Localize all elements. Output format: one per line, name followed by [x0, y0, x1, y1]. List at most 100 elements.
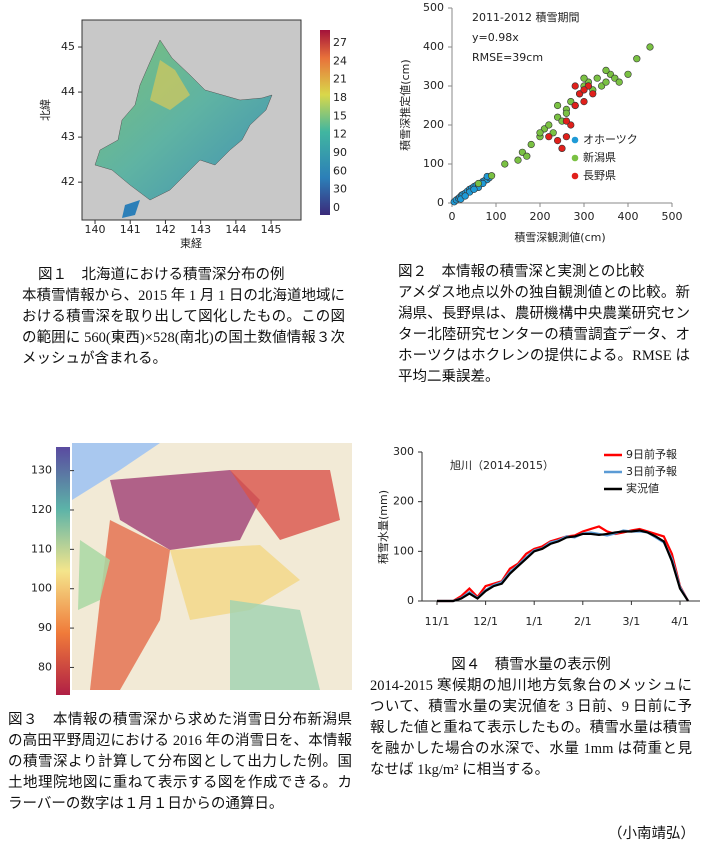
plot-frame	[81, 19, 302, 221]
point	[580, 86, 588, 94]
caption-text: アメダス地点以外の独自観測値との比較。新潟県、長野県は、農研機構中央農業研究セン…	[398, 285, 690, 385]
y-tick-label: 200	[393, 495, 414, 508]
x-tick-label: 1/1	[525, 615, 543, 628]
point	[558, 144, 566, 152]
colorbar-label: 30	[333, 183, 347, 196]
y-tick-label: 300	[423, 79, 444, 92]
colorbar	[56, 447, 70, 695]
annotation: RMSE=39cm	[472, 51, 543, 64]
line	[437, 529, 690, 603]
colorbar-label: 90	[38, 621, 52, 634]
point	[580, 74, 588, 82]
annotation: y=0.98x	[472, 31, 519, 44]
x-tick-label: 145	[261, 223, 282, 236]
y-tick-label: 100	[393, 544, 414, 557]
colorbar-label: 21	[333, 73, 347, 86]
point	[514, 156, 522, 164]
legend-swatch	[571, 136, 579, 144]
caption-text: 本積雪情報から、2015 年 1 月 1 日の北海道地域における積雪深を取り出し…	[22, 288, 345, 367]
annotation: 2011-2012 積雪期間	[472, 10, 579, 24]
y-tick-label: 44	[61, 85, 75, 98]
legend-swatch	[571, 172, 579, 180]
point	[545, 133, 553, 141]
map-patch	[122, 200, 140, 218]
legend-label: 新潟県	[583, 150, 616, 164]
point	[474, 179, 483, 188]
colorbar-label: 90	[333, 146, 347, 159]
map-patch	[170, 545, 300, 620]
point	[501, 160, 509, 168]
colorbar-label: 0	[333, 201, 340, 214]
legend-label: 長野県	[583, 169, 616, 182]
x-axis-label: 東経	[180, 237, 202, 250]
caption-text: 2014-2015 寒候期の旭川地方気象台のメッシュについて、積雪水量の実況値を…	[370, 678, 692, 778]
point	[615, 78, 623, 86]
point	[624, 70, 632, 78]
annotation: 旭川（2014-2015）	[450, 458, 554, 472]
hokkaido-map	[94, 39, 273, 201]
point	[553, 101, 562, 110]
author: （小南靖弘）	[608, 826, 695, 842]
colorbar-label: 27	[333, 36, 347, 49]
line	[437, 529, 690, 603]
colorbar-label: 110	[31, 542, 52, 555]
colorbar-label: 12	[333, 128, 347, 141]
y-tick-label: 43	[61, 130, 75, 143]
x-tick-label: 143	[190, 223, 211, 236]
x-tick-label: 2/1	[574, 615, 592, 628]
colorbar-label: 120	[31, 503, 52, 516]
sea	[72, 443, 160, 500]
point	[536, 129, 544, 137]
caption-text: 新潟県の高田平野周辺における 2016 年の消雪日を、本情報の積雪深より計算して…	[8, 712, 353, 812]
x-tick-label: 100	[486, 210, 507, 223]
point	[545, 121, 553, 129]
caption: 図１ 北海道における積雪深分布の例本積雪情報から、2015 年 1 月 1 日の…	[22, 265, 345, 370]
point	[571, 101, 579, 110]
colorbar-label: 130	[31, 464, 52, 477]
point	[562, 133, 571, 141]
caption: 図２ 本情報の積雪深と実測との比較 アメダス地点以外の独自観測値との比較。新潟県、…	[398, 262, 690, 388]
y-tick-label: 0	[437, 196, 444, 209]
map-patch	[110, 470, 260, 550]
point	[593, 74, 601, 82]
point	[488, 172, 496, 180]
x-tick-label: 4/1	[671, 615, 689, 628]
y-tick-label: 42	[61, 175, 75, 188]
map-patch	[78, 540, 110, 610]
caption: 図４ 積雪水量の表示例 2014-2015 寒候期の旭川地方気象台のメッシュについ…	[370, 655, 692, 781]
legend-label: オホーツク	[583, 133, 638, 146]
y-axis-label: 積雪水量(mm)	[376, 490, 390, 564]
colorbar-label: 24	[333, 54, 347, 67]
legend-label: 9日前予報	[626, 447, 677, 461]
caption: 図３ 本情報の積雪深から求めた消雪日分布新潟県の高田平野周辺における 2016 …	[8, 710, 352, 815]
x-tick-label: 300	[574, 210, 595, 223]
map-patch	[150, 60, 190, 110]
colorbar-label: 60	[333, 164, 347, 177]
caption-title: 図３ 本情報の積雪深から求めた消雪日分布	[8, 712, 308, 728]
point	[589, 90, 597, 98]
x-tick-label: 140	[85, 223, 106, 236]
y-tick-label: 400	[423, 40, 444, 53]
x-axis-label: 積雪深観測値(cm)	[514, 230, 605, 244]
x-tick-label: 500	[662, 210, 683, 223]
x-tick-label: 0	[449, 210, 456, 223]
caption-title: 図１ 北海道における積雪深分布の例	[38, 267, 285, 283]
point	[470, 185, 478, 193]
point	[562, 117, 571, 125]
point	[553, 137, 562, 145]
y-axis-label: 積雪深推定値(cm)	[398, 59, 412, 150]
colorbar-label: 18	[333, 91, 347, 104]
y-tick-label: 45	[61, 40, 75, 53]
point	[602, 66, 610, 74]
x-tick-label: 11/1	[425, 615, 450, 628]
x-tick-label: 3/1	[623, 615, 641, 628]
point	[571, 82, 579, 90]
y-tick-label: 200	[423, 118, 444, 131]
point	[461, 192, 469, 200]
legend-label: 3日前予報	[626, 464, 677, 478]
point	[633, 55, 641, 63]
point	[523, 152, 531, 160]
point	[580, 97, 588, 106]
map-patch	[230, 470, 340, 540]
